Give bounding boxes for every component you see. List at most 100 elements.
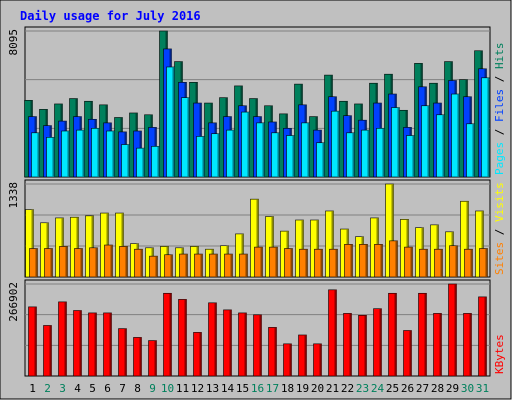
bar-pages-day-26 <box>406 135 415 178</box>
bar-pages-day-1 <box>31 132 40 178</box>
bar-shade <box>466 201 469 277</box>
bar-kbytes-day-15 <box>238 312 247 377</box>
x-tick-label: 6 <box>104 382 111 395</box>
bar-shade <box>292 135 295 177</box>
bar-pages-day-9 <box>151 146 160 178</box>
bar-shade <box>245 254 248 277</box>
bar-kbytes-day-26 <box>403 330 412 377</box>
bar-sites-day-20 <box>314 248 323 278</box>
bar-kbytes-day-4 <box>73 310 82 377</box>
bar-shade <box>31 209 34 277</box>
bar-shade <box>187 97 190 177</box>
bar-pages-day-25 <box>391 107 400 178</box>
bar-shade <box>80 248 83 277</box>
bar-shade <box>121 213 124 277</box>
bar-shade <box>382 128 385 177</box>
bar-kbytes-day-9 <box>148 340 157 377</box>
bar-shade <box>260 247 263 277</box>
bar-shade <box>335 249 338 277</box>
x-tick-label: 30 <box>461 382 474 395</box>
bar-kbytes-day-13 <box>208 302 217 377</box>
y-axis-max-label: 1338 <box>7 182 20 209</box>
bar-shade <box>365 244 368 277</box>
bar-shade <box>170 254 173 277</box>
bar-kbytes-day-10 <box>163 292 172 377</box>
bar-kbytes-day-18 <box>283 343 292 377</box>
bar-shade <box>454 284 457 376</box>
bar-pages-day-13 <box>211 133 220 178</box>
legend-hits: Hits <box>493 43 506 70</box>
bar-shade <box>200 254 203 277</box>
bar-sites-day-3 <box>59 246 68 278</box>
bar-shade <box>229 309 232 376</box>
bar-shade <box>112 131 115 177</box>
bar-sites-day-17 <box>269 246 278 278</box>
bar-shade <box>485 248 488 277</box>
bar-sites-day-22 <box>344 244 353 278</box>
bar-shade <box>352 132 355 177</box>
bar-shade <box>127 144 130 177</box>
bar-pages-day-2 <box>46 137 55 178</box>
bar-shade <box>67 131 70 177</box>
legend-pages: Pages <box>493 142 506 175</box>
bar-pages-day-4 <box>76 129 85 178</box>
legend: Sites / Visits <box>493 182 506 275</box>
bar-shade <box>395 240 398 277</box>
x-tick-label: 8 <box>134 382 141 395</box>
bar-shade <box>94 312 97 376</box>
bar-kbytes-day-21 <box>328 289 337 377</box>
bar-shade <box>320 249 323 277</box>
bar-shade <box>484 296 487 376</box>
bar-kbytes-day-5 <box>88 312 97 377</box>
bar-shade <box>64 301 67 376</box>
x-tick-label: 28 <box>431 382 444 395</box>
bar-shade <box>142 148 145 177</box>
bar-shade <box>290 248 293 277</box>
bar-sites-day-14 <box>224 253 233 278</box>
x-tick-label: 18 <box>281 382 294 395</box>
bar-sites-day-19 <box>299 248 308 278</box>
x-axis-tick-labels: 1 2 3 4 5 6 7 8 9 10 11 12 13 14 15 16 17 18 19 20 21 22 23 24 2… <box>29 382 489 395</box>
bar-kbytes-day-8 <box>133 337 142 377</box>
bar-shade <box>439 313 442 376</box>
bar-sites-day-2 <box>44 248 53 278</box>
legend-separator: / <box>493 222 506 242</box>
x-tick-label: 9 <box>149 382 156 395</box>
panel-3: 266902 KBytes <box>7 279 506 377</box>
bar-shade <box>91 215 94 277</box>
bar-sites-day-30 <box>464 248 473 278</box>
bar-sites-day-11 <box>179 253 188 278</box>
bar-shade <box>217 133 220 177</box>
bar-pages-day-30 <box>466 123 475 178</box>
bar-shade <box>487 77 490 177</box>
bar-shade <box>65 246 68 277</box>
bar-shade <box>334 289 337 376</box>
bar-shade <box>472 123 475 177</box>
bar-shade <box>470 249 473 277</box>
x-tick-label: 4 <box>74 382 81 395</box>
bar-sites-day-24 <box>374 244 383 278</box>
legend-kbytes: KBytes <box>493 334 506 374</box>
bar-shade <box>379 308 382 376</box>
bar-shade <box>277 132 280 177</box>
bar-kbytes-day-28 <box>433 313 442 377</box>
bar-shade <box>469 313 472 376</box>
bar-shade <box>124 328 127 376</box>
bar-shade <box>322 142 325 177</box>
bar-sites-day-1 <box>29 248 38 278</box>
bar-shade <box>34 306 37 376</box>
x-tick-label: 20 <box>311 382 324 395</box>
legend-separator: / <box>493 122 506 142</box>
bar-shade <box>304 334 307 376</box>
x-tick-label: 15 <box>236 382 249 395</box>
bar-shade <box>97 128 100 177</box>
legend-separator: / <box>493 69 506 89</box>
x-tick-label: 29 <box>446 382 459 395</box>
bar-shade <box>289 343 292 376</box>
bar-shade <box>364 315 367 376</box>
bar-shade <box>455 245 458 277</box>
bars <box>28 283 487 377</box>
bar-kbytes-day-19 <box>298 334 307 377</box>
bar-shade <box>215 254 218 277</box>
